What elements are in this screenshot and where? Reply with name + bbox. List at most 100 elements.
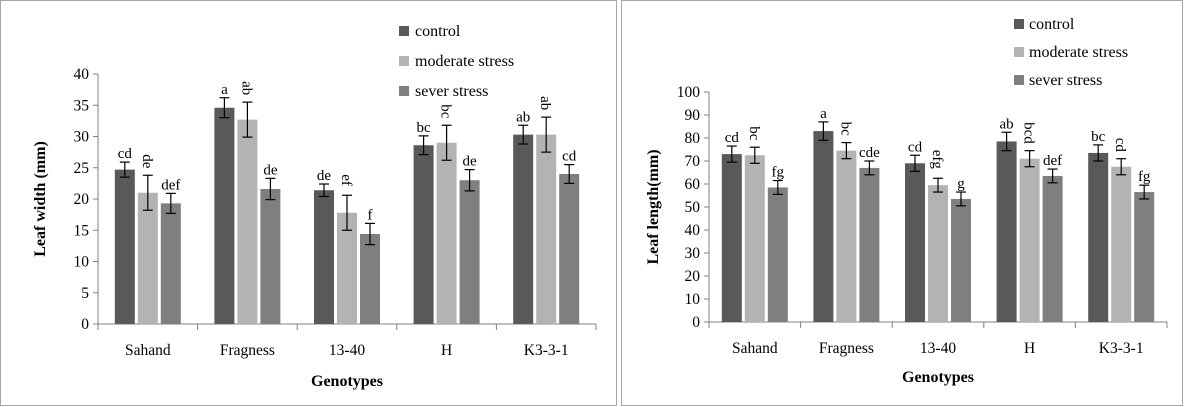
significance-label: ef: [338, 174, 354, 186]
y-tick-label: 0: [692, 314, 700, 331]
x-tick-label: K3-3-1: [1099, 340, 1144, 357]
y-tick-label: 15: [74, 222, 90, 239]
x-tick-label: Sahand: [732, 340, 778, 357]
significance-label: cd: [562, 149, 577, 165]
significance-label: bc: [417, 120, 432, 136]
bar: [214, 107, 235, 324]
bar: [559, 174, 580, 324]
bar: [859, 167, 880, 322]
bar: [513, 134, 534, 324]
significance-label: de: [317, 168, 332, 184]
x-tick-label: 13-40: [329, 342, 365, 359]
bar: [114, 169, 135, 324]
significance-label: bc: [837, 122, 853, 137]
legend-swatch: [399, 56, 409, 66]
significance-label: fg: [1138, 169, 1151, 185]
y-tick-label: 50: [685, 199, 701, 216]
x-tick-label: K3-3-1: [524, 342, 569, 359]
y-tick-label: 40: [74, 66, 90, 83]
y-tick-label: 20: [685, 268, 701, 285]
y-tick-label: 30: [685, 245, 701, 262]
legend-label: control: [415, 23, 461, 40]
bar: [536, 134, 557, 324]
bar: [951, 198, 971, 322]
legend-swatch: [399, 86, 409, 96]
significance-label: cd: [725, 130, 740, 146]
bar: [928, 185, 948, 322]
y-axis-title: Leaf width (mm): [32, 141, 49, 257]
y-tick-label: 20: [74, 191, 90, 208]
significance-label: fg: [772, 165, 785, 181]
significance-label: cd: [1112, 138, 1128, 153]
legend-label: control: [1029, 16, 1075, 33]
bar: [360, 234, 380, 324]
significance-label: cde: [859, 145, 880, 161]
y-axis-title: Leaf length(mm): [645, 149, 662, 264]
significance-label: ab: [238, 81, 254, 95]
significance-label: g: [957, 176, 965, 192]
x-tick-label: 13-40: [920, 340, 956, 357]
y-tick-label: 35: [74, 97, 90, 114]
legend-label: sever stress: [1029, 72, 1102, 89]
bar: [1111, 166, 1132, 322]
legend-swatch: [1014, 19, 1024, 29]
bar: [905, 163, 925, 322]
y-tick-label: 60: [685, 176, 701, 193]
legend-swatch: [399, 26, 409, 36]
bar: [1088, 152, 1109, 322]
bar: [436, 142, 457, 324]
significance-label: f: [368, 207, 373, 223]
legend-label: sever stress: [415, 83, 488, 100]
bar: [314, 190, 334, 324]
significance-label: de: [463, 154, 478, 170]
significance-label: bc: [746, 126, 762, 141]
legend-label: moderate stress: [415, 53, 514, 70]
y-tick-label: 80: [685, 130, 701, 147]
legend-swatch: [1014, 75, 1024, 85]
y-tick-label: 100: [677, 84, 701, 101]
bar: [260, 189, 281, 324]
bar: [160, 203, 181, 324]
bar: [237, 119, 258, 324]
x-tick-label: Sahand: [125, 342, 171, 359]
legend-label: moderate stress: [1029, 44, 1128, 61]
significance-label: def: [161, 177, 180, 193]
significance-label: bcd: [1021, 122, 1037, 144]
bar: [836, 150, 857, 322]
legend-swatch: [1014, 47, 1024, 57]
x-tick-label: Fragness: [220, 342, 275, 359]
bar: [1042, 175, 1063, 322]
significance-label: efg: [929, 150, 945, 170]
significance-label: cd: [908, 139, 923, 155]
bar: [721, 154, 742, 322]
bar: [459, 180, 480, 324]
x-tick-label: H: [1024, 340, 1035, 357]
bar: [337, 212, 357, 324]
significance-label: a: [820, 106, 827, 122]
x-tick-label: H: [441, 342, 452, 359]
bar: [137, 192, 158, 324]
significance-label: def: [1043, 153, 1062, 169]
bar: [1134, 192, 1155, 322]
bar: [744, 155, 765, 322]
leaf-length-chart: 0 10 20 30 40 50 60 70 80 90 100 Sahand Fragness 13-4…: [645, 16, 1168, 386]
y-tick-label: 30: [74, 129, 90, 146]
bar: [813, 131, 834, 322]
bar: [767, 187, 788, 322]
x-axis-title: Genotypes: [311, 373, 383, 390]
bar: [996, 141, 1017, 322]
bar: [1019, 158, 1040, 322]
y-tick-label: 10: [74, 254, 90, 271]
leaf-length-chart-panel: 0 10 20 30 40 50 60 70 80 90 100 Sahand Fragness 13-4…: [621, 0, 1183, 406]
significance-label: ab: [537, 96, 553, 110]
significance-label: a: [221, 82, 228, 98]
y-tick-label: 0: [81, 316, 89, 333]
significance-label: bc: [438, 104, 454, 119]
significance-label: bc: [1091, 129, 1106, 145]
significance-label: de: [139, 154, 155, 169]
x-tick-label: Fragness: [819, 340, 874, 357]
y-tick-label: 90: [685, 107, 701, 124]
y-tick-label: 10: [685, 291, 701, 308]
leaf-width-chart: 0 5 10 15 20 25 30 35 40 Sahand Fragness 13-40 H K3-3…: [32, 23, 597, 390]
y-tick-label: 25: [74, 160, 90, 177]
